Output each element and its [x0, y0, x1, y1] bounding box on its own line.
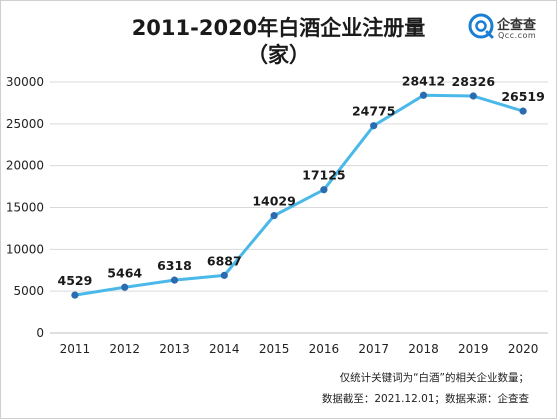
- footnote-scope: 仅统计关键词为“白酒”的相关企业数量；: [339, 372, 529, 384]
- data-point-2011: [71, 291, 79, 299]
- data-label-2019: 28326: [452, 74, 496, 89]
- x-tick-label: 2013: [159, 342, 190, 356]
- data-point-2015: [270, 212, 278, 220]
- data-label-2011: 4529: [58, 273, 93, 288]
- chart-title-unit: （家）: [247, 43, 310, 67]
- gridlines: [50, 81, 548, 292]
- qcc-logo: 企查查 Qcc.com: [468, 11, 552, 45]
- data-label-2013: 6318: [157, 258, 192, 273]
- data-label-2020: 26519: [501, 89, 545, 104]
- y-tick-labels: 0 5000 10000 15000 20000 25000 30000: [6, 75, 44, 340]
- chart-title: 2011-2020年白酒企业注册量: [131, 16, 426, 40]
- qcc-logo-icon: [468, 13, 494, 39]
- data-point-2020: [519, 107, 527, 115]
- data-label-2016: 17125: [302, 168, 346, 183]
- x-tick-label: 2019: [458, 342, 489, 356]
- data-label-2017: 24775: [352, 104, 396, 119]
- x-tick-label: 2012: [109, 342, 140, 356]
- data-point-2016: [320, 186, 328, 194]
- series-line: [74, 93, 524, 297]
- x-tick-labels: 2011 2012 2013 2014 2015 2016 2017 2018 2019 2020: [60, 342, 539, 356]
- y-tick-label: 0: [36, 326, 44, 340]
- data-label-2015: 14029: [252, 194, 296, 209]
- data-point-2018: [419, 91, 428, 99]
- y-tick-label: 15000: [6, 201, 44, 215]
- data-point-2014: [220, 271, 228, 279]
- footnote-source: 数据截至：2021.12.01；数据来源：企查查: [321, 393, 529, 405]
- x-tick-label: 2011: [60, 342, 91, 356]
- x-tick-label: 2016: [309, 342, 340, 356]
- data-label-2018: 28412: [402, 73, 446, 88]
- qcc-logo-domain: Qcc.com: [498, 31, 537, 40]
- y-tick-label: 20000: [6, 159, 44, 173]
- data-label-2012: 5464: [107, 265, 142, 280]
- x-tick-label: 2018: [408, 342, 439, 356]
- series-polyline: [74, 93, 524, 297]
- y-tick-label: 5000: [13, 284, 44, 298]
- qcc-logo-name: 企查查: [497, 18, 537, 33]
- y-tick-label: 30000: [6, 75, 44, 89]
- y-tick-label: 25000: [6, 117, 44, 131]
- data-points: [71, 91, 527, 299]
- x-tick-label: 2014: [209, 342, 240, 356]
- data-point-2017: [370, 122, 378, 130]
- data-point-2013: [170, 276, 179, 284]
- data-label-2014: 6887: [207, 253, 242, 268]
- data-labels: 4529 5464 6318 6887 14029 17125 24775 28412 2832…: [58, 73, 545, 288]
- data-point-2012: [121, 283, 129, 291]
- x-tick-label: 2020: [508, 342, 539, 356]
- y-tick-label: 10000: [6, 242, 44, 256]
- data-point-2019: [469, 92, 477, 100]
- x-tick-label: 2015: [259, 342, 290, 356]
- x-tick-label: 2017: [358, 342, 389, 356]
